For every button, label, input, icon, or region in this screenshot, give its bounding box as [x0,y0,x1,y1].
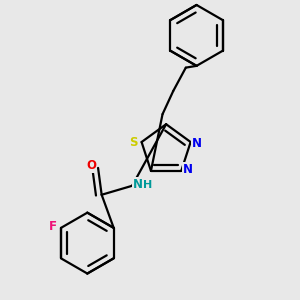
Text: S: S [130,136,138,148]
Text: N: N [183,163,193,176]
Text: H: H [143,180,152,190]
Text: O: O [87,159,97,172]
Text: N: N [133,178,142,190]
Text: N: N [192,137,202,150]
Text: F: F [48,220,56,233]
